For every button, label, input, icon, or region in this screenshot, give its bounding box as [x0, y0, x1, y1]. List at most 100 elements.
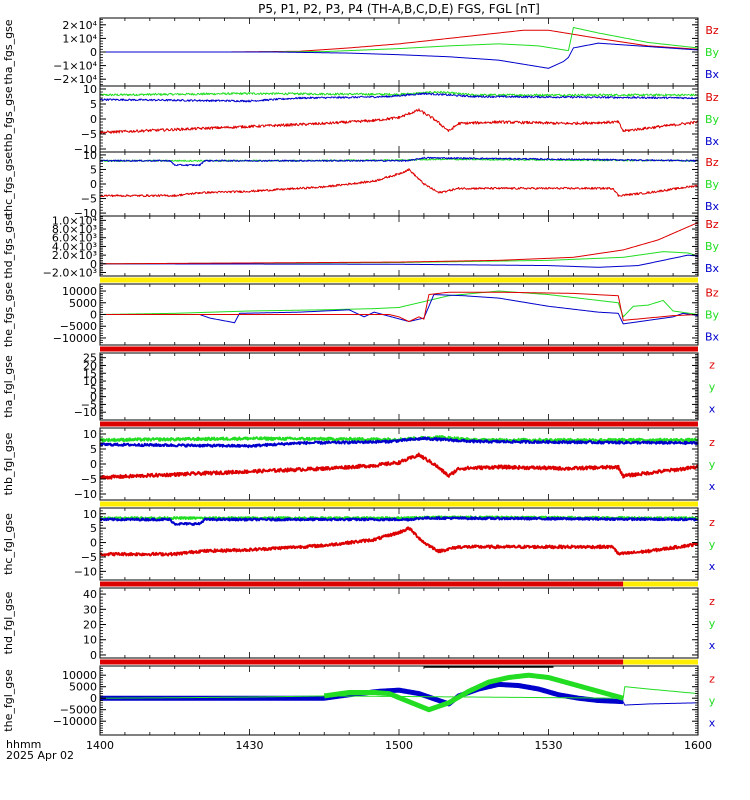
series-red-line — [100, 168, 698, 198]
legend-entry: z — [709, 516, 715, 529]
y-tick-label: 5 — [90, 163, 97, 176]
series-red-line — [100, 222, 698, 265]
status-bar-yellow — [623, 581, 698, 587]
y-tick-label: −2.0×10³ — [43, 267, 97, 280]
y-tick-label: 5 — [90, 98, 97, 111]
status-bar-yellow — [623, 659, 698, 665]
legend-entry: x — [709, 717, 716, 730]
legend: zyx — [709, 595, 716, 652]
series-blue-line — [100, 42, 698, 69]
panel-frame — [99, 587, 699, 659]
legend: Bz By Bx — [705, 156, 720, 213]
legend: zyx — [709, 516, 716, 573]
legend: Bz By Bx — [705, 24, 720, 81]
y-tick-label: 10000 — [62, 285, 97, 298]
legend-entry: x — [709, 403, 716, 416]
legend-entry: By — [705, 46, 720, 59]
panel-thc-fgl-gse: 105 0−5−10 thc_fgl_gse zyx — [2, 501, 716, 581]
legend-entry: x — [709, 560, 716, 573]
y-axis-label: thb_fgl_gse — [2, 432, 15, 495]
legend: Bz By Bx — [705, 91, 720, 148]
y-tick-label: 30 — [83, 603, 97, 616]
y-axis-label: the_fgs_gse — [2, 282, 15, 347]
y-tick-label: 20 — [83, 359, 97, 372]
y-tick-label: 6.0×10³ — [52, 232, 97, 245]
y-tick-label: −5 — [81, 551, 97, 564]
series-green-line — [323, 672, 625, 713]
legend-entry: Bz — [705, 156, 719, 169]
legend-entry: z — [709, 673, 715, 686]
x-caption-time-format: hhmm — [6, 738, 41, 751]
y-axis-label: tha_fgl_gse — [2, 355, 15, 418]
legend-entry: Bx — [705, 200, 720, 213]
status-bar-yellow — [100, 501, 698, 507]
y-tick-label: −10 — [74, 565, 97, 578]
y-tick-label: −10000 — [53, 715, 97, 728]
y-tick-label: −10000 — [53, 332, 97, 345]
x-tick-label: 1400 — [86, 739, 114, 752]
legend: Bz By Bx — [705, 287, 720, 344]
y-tick-label: 10 — [83, 83, 97, 96]
series-blue-line — [100, 436, 698, 449]
y-tick-label: 5 — [90, 383, 97, 396]
status-bar-red — [100, 659, 624, 665]
legend-entry: Bx — [705, 262, 720, 275]
legend-entry: By — [705, 240, 720, 253]
legend: zyx — [709, 673, 716, 730]
y-tick-label: −10 — [74, 143, 97, 156]
legend: zyx — [709, 436, 716, 493]
panel-thb-fgs-gse: 10 5 0 −5 −10 thb_fgs_gse Bz By Bx — [2, 83, 720, 156]
legend-entry: Bx — [705, 68, 720, 81]
series-blue-line — [100, 156, 698, 167]
status-bar-yellow — [100, 277, 698, 283]
y-tick-label: 4.0×10³ — [52, 240, 97, 253]
y-tick-label: −10 — [74, 207, 97, 220]
y-tick-label: 5000 — [69, 681, 97, 694]
y-tick-label: 0 — [90, 692, 97, 705]
y-tick-label: −5 — [81, 193, 97, 206]
legend-entry: y — [709, 617, 716, 630]
y-tick-label: 10 — [83, 508, 97, 521]
legend-entry: y — [709, 695, 716, 708]
legend-entry: z — [709, 595, 715, 608]
y-tick-label: 0 — [90, 458, 97, 471]
y-tick-label: 40 — [83, 588, 97, 601]
legend-entry: Bx — [705, 331, 720, 344]
y-tick-label: 0 — [90, 113, 97, 126]
x-tick-label: 1430 — [236, 739, 264, 752]
y-tick-label: 10 — [83, 149, 97, 162]
y-tick-label: 2×10⁴ — [62, 19, 97, 32]
legend-entry: Bx — [705, 135, 720, 148]
legend-entry: By — [705, 309, 720, 322]
legend-entry: z — [709, 359, 715, 372]
y-tick-label: −5 — [81, 398, 97, 411]
y-axis-label: thc_fgs_gse — [2, 152, 15, 217]
chart-title: P5, P1, P2, P3, P4 (TH-A,B,C,D,E) FGS, F… — [258, 2, 540, 16]
y-tick-label: 0 — [90, 46, 97, 59]
legend-entry: y — [709, 381, 716, 394]
y-tick-label: 15 — [83, 367, 97, 380]
panel-thd-fgs-gse: 1.0×10⁴8.0×10³6.0×10³4.0×10³2.0×10³0−2.0… — [2, 213, 720, 279]
series-blue-line — [100, 516, 698, 526]
status-bar-red — [100, 421, 698, 427]
x-tick-label: 1530 — [535, 739, 563, 752]
y-tick-label: 20 — [83, 619, 97, 632]
series-blue-line — [100, 294, 698, 325]
series-red-line — [100, 291, 698, 323]
legend-entry: y — [709, 458, 716, 471]
y-tick-label: 0 — [90, 391, 97, 404]
legend: Bz By Bx — [705, 218, 720, 275]
y-axis-label: thd_fgs_gse — [2, 213, 15, 279]
series-green-line — [100, 290, 698, 318]
panel-thb-fgl-gse: 10 5 0 −5 −10 thb_fgl_gse zyx — [2, 421, 716, 501]
series-blue-line — [100, 92, 698, 103]
legend-entry: Bz — [705, 24, 719, 37]
y-tick-label: 0 — [90, 649, 97, 662]
status-bar-red — [100, 346, 698, 352]
